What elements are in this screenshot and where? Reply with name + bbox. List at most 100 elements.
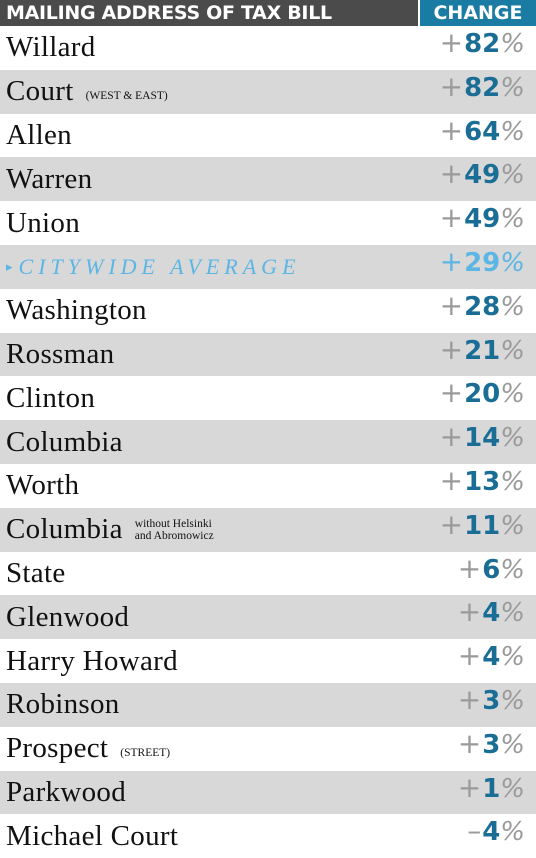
change-value: 82 xyxy=(464,72,501,103)
row-name: Worth xyxy=(6,469,80,502)
table-row: Rossman +21% xyxy=(0,332,536,377)
change: +11% xyxy=(440,508,525,552)
change-unit: % xyxy=(500,423,525,454)
change-value: 3 xyxy=(482,685,501,716)
change-unit: % xyxy=(500,160,525,191)
change-value: 4 xyxy=(482,642,501,673)
change: +6% xyxy=(458,552,525,596)
note-line: without Helsinki xyxy=(134,517,212,530)
change-unit: % xyxy=(500,773,525,804)
row-note: (STREET) xyxy=(120,747,170,759)
change-value: 49 xyxy=(464,204,501,235)
change: +49% xyxy=(440,201,525,245)
change-value: 6 xyxy=(482,554,501,585)
change-sign: + xyxy=(439,463,464,497)
change-unit: % xyxy=(500,598,525,629)
change-value: 82 xyxy=(464,29,501,59)
change: +1% xyxy=(458,771,525,815)
change-value: 20 xyxy=(464,379,501,410)
change-unit: % xyxy=(500,554,525,585)
change: +82% xyxy=(440,26,525,70)
change-unit: % xyxy=(500,510,525,541)
change-unit: % xyxy=(500,817,525,848)
change-sign: + xyxy=(439,376,464,410)
table-row: Clinton +20% xyxy=(0,376,536,420)
change-value: 29 xyxy=(464,247,501,278)
change-sign: + xyxy=(439,420,464,454)
change-sign: – xyxy=(467,814,482,848)
change-unit: % xyxy=(500,204,525,235)
row-name: Clinton xyxy=(6,381,96,414)
change-unit: % xyxy=(500,335,525,366)
change: –4% xyxy=(467,814,525,858)
change-sign: + xyxy=(439,244,464,278)
change-unit: % xyxy=(500,642,525,673)
change-sign: + xyxy=(439,69,464,103)
change-value: 4 xyxy=(482,598,501,629)
change-unit: % xyxy=(500,116,525,147)
table-row: ▸ CITYWIDE AVERAGE +29% xyxy=(0,244,536,289)
change-unit: % xyxy=(500,247,525,278)
change: +14% xyxy=(440,420,525,464)
change-unit: % xyxy=(500,379,525,410)
change-unit: % xyxy=(500,685,525,716)
row-name: Robinson xyxy=(6,688,120,721)
table-row: Allen +64% xyxy=(0,114,536,158)
change: +29% xyxy=(440,245,525,289)
change: +4% xyxy=(458,639,525,683)
note-line: (WEST & EAST) xyxy=(85,89,168,102)
change-value: 28 xyxy=(464,291,501,322)
change-value: 14 xyxy=(464,423,501,454)
change-unit: % xyxy=(500,729,525,760)
table: Willard +82% Court (WEST & EAST) +82% Allen +6… xyxy=(0,26,536,858)
row-note: (WEST & EAST) xyxy=(86,90,168,102)
change-value: 13 xyxy=(464,466,501,497)
change: +28% xyxy=(440,289,525,333)
change-sign: + xyxy=(457,551,482,585)
change-sign: + xyxy=(457,770,482,804)
row-name: CITYWIDE AVERAGE xyxy=(18,253,301,279)
row-note: without Helsinki and Abromowicz xyxy=(135,518,214,542)
change: +3% xyxy=(458,683,525,727)
table-row: Parkwood +1% xyxy=(0,770,536,815)
change-sign: + xyxy=(439,507,464,541)
note-line: and Abromowicz xyxy=(134,529,214,542)
change-header: CHANGE xyxy=(420,0,536,26)
change: +21% xyxy=(440,333,525,377)
change-value: 21 xyxy=(464,335,501,366)
row-name: Willard xyxy=(6,31,96,64)
table-row: Columbia +14% xyxy=(0,420,536,464)
change: +49% xyxy=(440,157,525,201)
note-line: (STREET) xyxy=(120,746,171,759)
table-row: Harry Howard +4% xyxy=(0,639,536,683)
header: MAILING ADDRESS OF TAX BILL CHANGE xyxy=(0,0,536,26)
row-name: State xyxy=(6,556,66,589)
change-sign: + xyxy=(439,332,464,366)
table-row: Union +49% xyxy=(0,201,536,245)
change: +13% xyxy=(440,464,525,508)
change-unit: % xyxy=(500,291,525,322)
table-row: Court (WEST & EAST) +82% xyxy=(0,69,536,114)
change: +3% xyxy=(458,727,525,771)
row-name: Prospect xyxy=(6,732,109,765)
table-row: Robinson +3% xyxy=(0,682,536,727)
row-name: Allen xyxy=(6,118,72,151)
change-unit: % xyxy=(500,29,525,59)
row-name: Parkwood xyxy=(6,775,126,808)
change-value: 64 xyxy=(464,116,501,147)
marker-icon: ▸ xyxy=(6,258,13,274)
row-name: Harry Howard xyxy=(6,644,178,677)
row-name: Columbia xyxy=(6,513,123,546)
table-row: Columbia without Helsinki and Abromowicz +1… xyxy=(0,507,536,552)
name-header: MAILING ADDRESS OF TAX BILL xyxy=(0,0,418,26)
change-sign: + xyxy=(457,726,482,760)
row-name: Warren xyxy=(6,162,93,195)
row-name: Rossman xyxy=(6,337,115,370)
table-row: Worth +13% xyxy=(0,464,536,508)
change-value: 3 xyxy=(482,729,501,760)
row-name: Union xyxy=(6,206,80,239)
change-value: 49 xyxy=(464,160,501,191)
change-sign: + xyxy=(439,288,464,322)
